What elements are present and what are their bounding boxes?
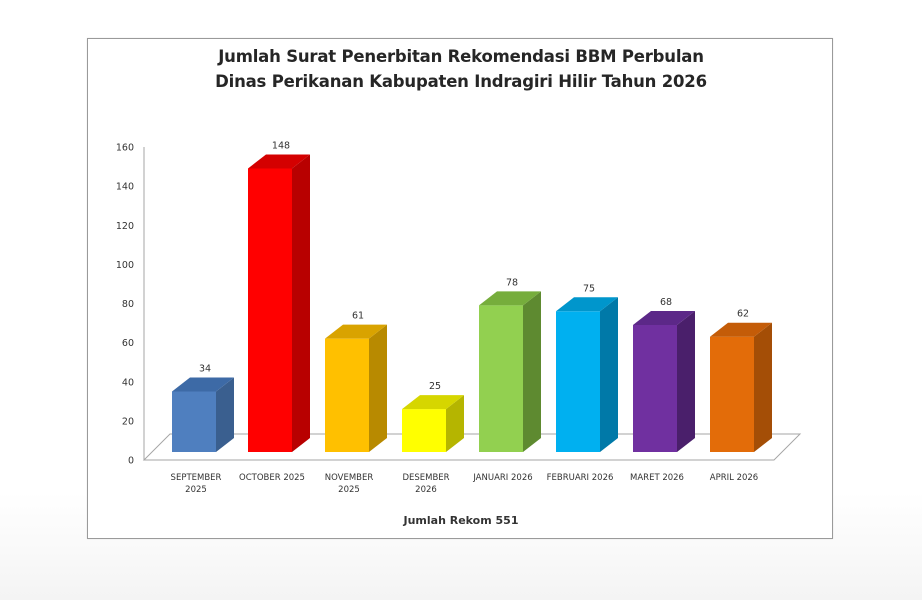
bar-5: 75 — [556, 283, 618, 452]
x-axis-title: Jumlah Rekom 551 — [403, 514, 519, 527]
bar-6: 68 — [633, 297, 695, 452]
bar-side-face — [369, 324, 387, 452]
x-category-label: SEPTEMBER — [171, 473, 222, 483]
x-category-label: APRIL 2026 — [710, 473, 758, 483]
bar-front-face — [710, 336, 754, 452]
x-category-label: NOVEMBER — [325, 473, 374, 483]
bar-front-face — [556, 311, 600, 452]
y-tick-label: 80 — [122, 299, 134, 310]
x-category-label: 2025 — [185, 485, 207, 495]
bar-value-label: 148 — [272, 140, 290, 151]
bar-side-face — [216, 377, 234, 452]
bar-top-face — [479, 291, 541, 306]
bar-value-label: 34 — [199, 363, 211, 374]
chart-title-line-1: Jumlah Surat Penerbitan Rekomendasi BBM … — [218, 47, 704, 66]
x-category-label: 2026 — [415, 485, 437, 495]
bar-side-face — [600, 297, 618, 452]
x-category-label: 2025 — [338, 485, 360, 495]
x-category-label: FEBRUARI 2026 — [547, 473, 614, 483]
y-tick-label: 100 — [116, 260, 134, 271]
y-tick-label: 60 — [122, 338, 134, 349]
bar-1: 148 — [248, 140, 310, 452]
x-category-label: MARET 2026 — [630, 473, 684, 483]
y-tick-label: 20 — [122, 416, 134, 427]
bar-top-face — [248, 154, 310, 169]
y-tick-label: 140 — [116, 182, 134, 193]
bar-front-face — [325, 338, 369, 452]
bar-front-face — [633, 324, 677, 452]
bar-4: 78 — [479, 277, 541, 452]
bar-7: 62 — [710, 309, 772, 452]
bar-front-face — [479, 305, 523, 452]
chart-title: Jumlah Surat Penerbitan Rekomendasi BBM … — [0, 44, 922, 94]
x-category-label: JANUARI 2026 — [472, 473, 532, 483]
bar-value-label: 61 — [352, 311, 364, 322]
bar-top-face — [325, 324, 387, 339]
x-category-label: OCTOBER 2025 — [239, 473, 305, 483]
bar-value-label: 78 — [506, 277, 518, 288]
bar-side-face — [292, 154, 310, 452]
y-tick-label: 0 — [128, 456, 134, 467]
bar-value-label: 25 — [429, 381, 441, 392]
bar-top-face — [556, 297, 618, 312]
chart-title-line-2: Dinas Perikanan Kabupaten Indragiri Hili… — [215, 72, 707, 91]
bar-value-label: 68 — [660, 297, 672, 308]
bar-side-face — [754, 322, 772, 452]
y-tick-label: 160 — [116, 143, 134, 154]
bar-value-label: 75 — [583, 283, 595, 294]
y-tick-label: 120 — [116, 221, 134, 232]
bar-top-face — [172, 377, 234, 392]
bar-top-face — [402, 395, 464, 410]
bar-top-face — [633, 310, 695, 325]
bar-side-face — [446, 395, 464, 452]
chart-floor — [142, 433, 802, 461]
bar-side-face — [677, 310, 695, 452]
bar-2: 61 — [325, 311, 387, 452]
bar-front-face — [172, 391, 216, 452]
bar-top-face — [710, 322, 772, 337]
bar-front-face — [248, 168, 292, 452]
bar-value-label: 62 — [737, 309, 749, 320]
y-tick-label: 40 — [122, 377, 134, 388]
bar-0: 34 — [172, 363, 234, 452]
x-category-label: DESEMBER — [402, 473, 449, 483]
bar-front-face — [402, 409, 446, 452]
bar-side-face — [523, 291, 541, 452]
bar-3: 25 — [402, 381, 464, 452]
